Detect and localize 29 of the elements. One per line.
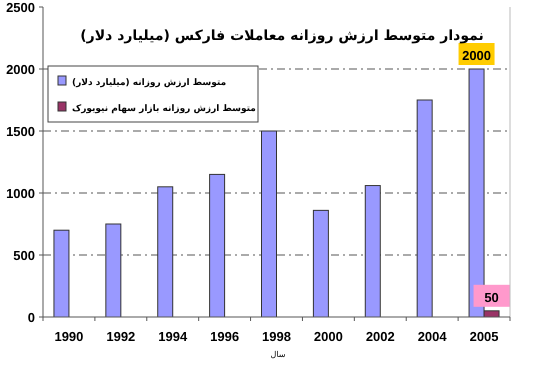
x-tick-label: 1992	[106, 329, 136, 344]
bar	[261, 130, 277, 318]
x-tick-label: 2004	[418, 329, 448, 344]
bar	[364, 185, 381, 318]
y-tick-label: 0	[28, 310, 35, 325]
bar	[157, 186, 174, 318]
bar	[209, 174, 226, 318]
x-axis-title: سال	[270, 350, 286, 359]
bar	[312, 210, 329, 318]
data-label: 2000	[462, 48, 492, 63]
y-tick-label: 1000	[6, 186, 35, 201]
legend-label: متوسط ارزش روزانه (میلیارد دلار)	[72, 78, 226, 88]
bar	[105, 224, 122, 318]
y-tick-label: 1500	[6, 124, 35, 139]
x-tick-label: 2000	[314, 329, 343, 344]
text: نمودار متوسط ارزش روزانه معاملات فارکس (میلیارد دلار)	[80, 28, 484, 44]
x-tick-label: 1996	[210, 329, 240, 344]
x-tick-label: 2002	[366, 329, 395, 344]
y-tick-label: 2000	[6, 62, 35, 77]
legend-label: متوسط ارزش روزانه بازار سهام نیویورک	[72, 104, 256, 114]
y-tick-label: 500	[13, 248, 35, 263]
bar	[416, 100, 433, 318]
x-tick-label: 1998	[262, 329, 291, 344]
data-label: 50	[484, 290, 499, 305]
y-tick-label: 2500	[6, 0, 35, 15]
x-tick-label: 1994	[158, 329, 188, 344]
x-tick-label: 2005	[470, 329, 499, 344]
x-tick-label: 1990	[54, 329, 84, 344]
bar	[53, 230, 70, 318]
